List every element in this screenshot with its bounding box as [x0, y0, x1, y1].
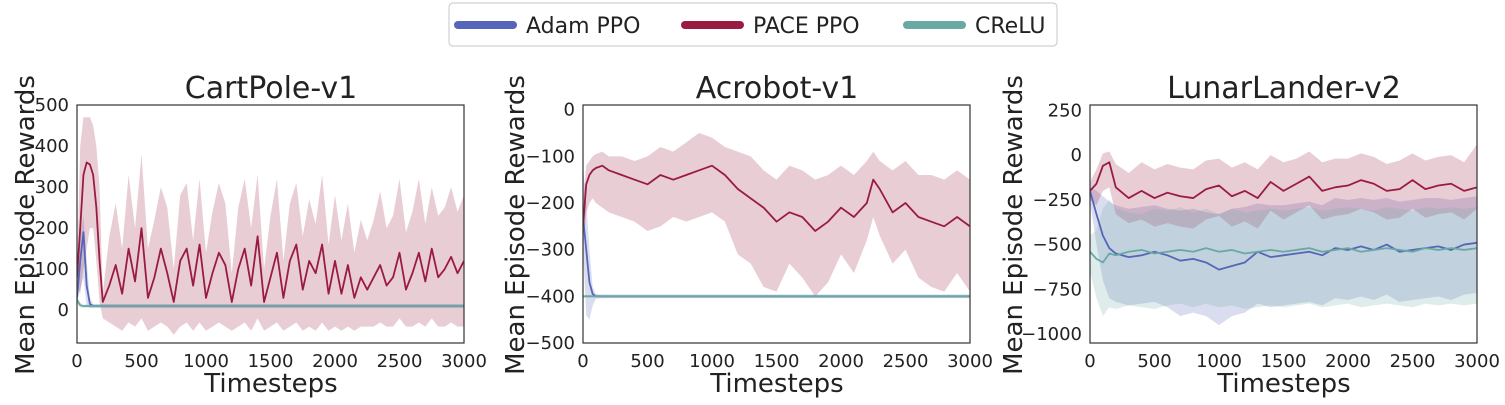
- y-tick-label: 250: [1048, 100, 1082, 121]
- x-tick-label: 1000: [689, 351, 735, 372]
- x-tick-label: 1500: [248, 351, 294, 372]
- y-tick-label: 400: [35, 136, 69, 157]
- x-tick-label: 0: [1084, 351, 1095, 372]
- y-tick-label: −500: [1033, 235, 1082, 256]
- y-tick-label: 0: [1071, 145, 1082, 166]
- y-tick-label: −400: [526, 286, 575, 307]
- x-axis-label: Timesteps: [203, 369, 337, 399]
- x-tick-label: 3000: [441, 351, 487, 372]
- x-tick-label: 500: [124, 351, 158, 372]
- legend-label-adam-ppo: Adam PPO: [526, 14, 640, 39]
- confidence-band-crelu: [77, 295, 464, 308]
- chart-title: CartPole-v1: [185, 71, 357, 106]
- chart-panel-lunarlander: LunarLander-v2 Mean Episode Rewards Time…: [999, 71, 1500, 399]
- plot-area: [1090, 144, 1477, 326]
- y-tick-label: 100: [35, 259, 69, 280]
- x-tick-label: 1500: [1261, 351, 1307, 372]
- confidence-band-pace-ppo: [583, 133, 970, 297]
- y-axis-label: Mean Episode Rewards: [501, 75, 531, 375]
- y-tick-label: −500: [526, 333, 575, 354]
- y-tick-label: 0: [58, 300, 69, 321]
- x-tick-label: 500: [1137, 351, 1171, 372]
- x-tick-label: 1000: [183, 351, 229, 372]
- x-tick-label: 2500: [377, 351, 423, 372]
- plot-frame: [76, 104, 465, 344]
- plot-area: [583, 133, 970, 320]
- legend: Adam PPO PACE PPO CReLU: [448, 2, 1058, 47]
- y-tick-label: 0: [564, 100, 575, 121]
- x-tick-label: 0: [71, 351, 82, 372]
- x-tick-label: 2500: [883, 351, 929, 372]
- x-tick-label: 3000: [1454, 351, 1500, 372]
- y-tick-label: −300: [526, 240, 575, 261]
- y-tick-label: 500: [35, 95, 69, 116]
- y-tick-label: −100: [526, 146, 575, 167]
- legend-box: [448, 2, 1058, 47]
- y-tick-label: −1000: [1021, 324, 1082, 345]
- y-tick-label: 200: [35, 218, 69, 239]
- series-line-crelu: [77, 299, 464, 307]
- y-axis-label: Mean Episode Rewards: [999, 75, 1029, 375]
- y-tick-label: −250: [1033, 190, 1082, 211]
- y-axis-label: Mean Episode Rewards: [11, 75, 41, 375]
- plot-area: [77, 117, 464, 335]
- confidence-band-pace-ppo: [1090, 144, 1477, 229]
- legend-label-crelu: CReLU: [975, 14, 1045, 39]
- series-line-pace-ppo: [583, 164, 970, 232]
- x-tick-label: 1500: [754, 351, 800, 372]
- chart-panel-acrobot: Acrobot-v1 Mean Episode Rewards Timestep…: [501, 71, 993, 399]
- x-axis-label: Timesteps: [709, 369, 843, 399]
- confidence-band-crelu: [1090, 199, 1477, 317]
- x-tick-label: 2000: [1325, 351, 1371, 372]
- confidence-band-pace-ppo: [77, 117, 464, 335]
- series-line-pace-ppo: [77, 161, 464, 303]
- y-tick-label: −200: [526, 193, 575, 214]
- legend-label-pace-ppo: PACE PPO: [753, 14, 860, 39]
- x-tick-label: 500: [630, 351, 664, 372]
- series-line-pace-ppo: [1090, 161, 1477, 199]
- x-tick-label: 2500: [1390, 351, 1436, 372]
- x-tick-label: 3000: [947, 351, 993, 372]
- series-line-crelu: [1090, 247, 1477, 264]
- chart-title: Acrobot-v1: [696, 71, 859, 106]
- x-tick-label: 0: [577, 351, 588, 372]
- x-tick-label: 2000: [818, 351, 864, 372]
- plot-frame: [582, 104, 971, 344]
- plot-frame: [1089, 104, 1478, 344]
- y-tick-label: 300: [35, 177, 69, 198]
- y-tick-label: −750: [1033, 279, 1082, 300]
- x-tick-label: 1000: [1196, 351, 1242, 372]
- x-axis-label: Timesteps: [1216, 369, 1350, 399]
- x-tick-label: 2000: [312, 351, 358, 372]
- chart-panel-cartpole: CartPole-v1 Mean Episode Rewards Timeste…: [11, 71, 487, 399]
- chart-title: LunarLander-v2: [1167, 71, 1401, 106]
